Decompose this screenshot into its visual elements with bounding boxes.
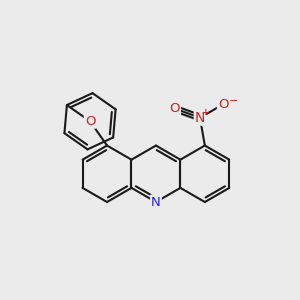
Text: +: + xyxy=(202,108,210,117)
Text: N: N xyxy=(151,196,161,208)
Text: N: N xyxy=(195,111,205,125)
Text: O: O xyxy=(218,98,228,111)
Text: O: O xyxy=(85,115,95,128)
Text: −: − xyxy=(229,96,239,106)
Text: O: O xyxy=(169,102,180,115)
